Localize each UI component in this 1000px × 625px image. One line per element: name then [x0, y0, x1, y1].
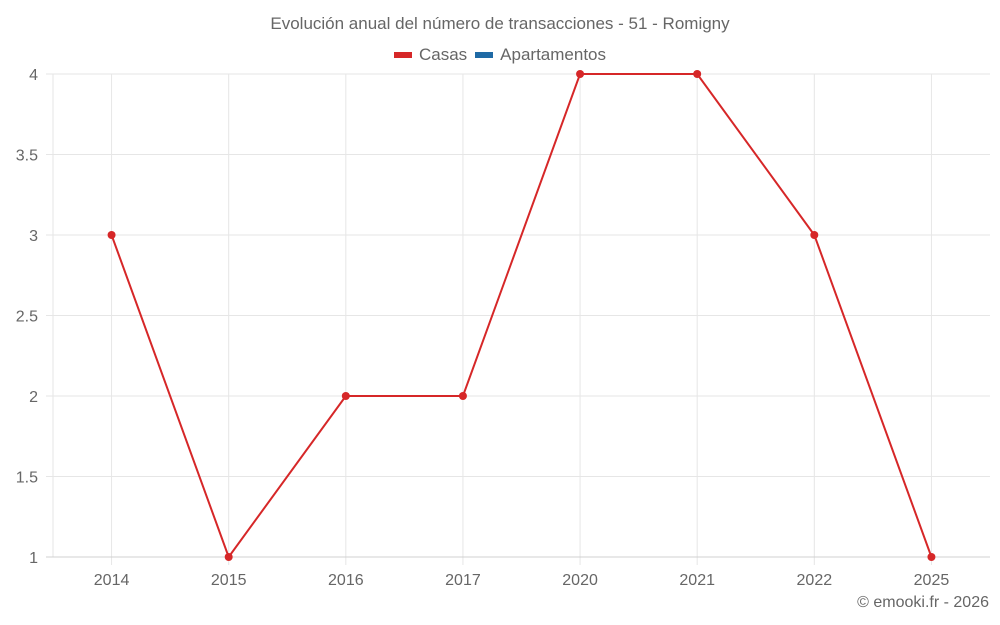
legend-item-casas[interactable]: Casas: [393, 45, 468, 65]
legend-label-apartamentos: Apartamentos: [500, 45, 607, 64]
y-tick-label: 3: [29, 228, 38, 245]
credit-text: © emooki.fr - 2026: [857, 594, 989, 611]
legend-label-casas: Casas: [418, 45, 468, 64]
series-line-casas: [110, 73, 933, 560]
data-point[interactable]: [693, 70, 702, 78]
y-tick-label: 2: [29, 389, 38, 406]
legend-swatch-apartamentos: [475, 52, 494, 58]
x-tick-label: 2021: [679, 572, 715, 589]
data-point[interactable]: [458, 392, 467, 400]
data-point[interactable]: [927, 553, 936, 561]
x-tick-label: 2016: [328, 572, 364, 589]
y-tick-label: 4: [29, 67, 38, 84]
data-point[interactable]: [810, 231, 819, 239]
x-tick-label: 2025: [914, 572, 950, 589]
data-point[interactable]: [107, 231, 116, 239]
y-tick-label: 1.5: [16, 470, 38, 487]
x-tick-label: 2015: [211, 572, 247, 589]
y-tick-label: 1: [29, 550, 38, 567]
x-tick-label: 2017: [445, 572, 481, 589]
x-tick-label: 2020: [562, 572, 598, 589]
data-point[interactable]: [341, 392, 350, 400]
chart-title: Evolución anual del número de transaccio…: [270, 14, 730, 33]
x-tick-label: 2022: [797, 572, 833, 589]
legend-item-apartamentos[interactable]: Apartamentos: [475, 45, 606, 65]
x-tick-label: 2014: [94, 572, 130, 589]
y-tick-label: 2.5: [16, 309, 38, 326]
legend: Casas Apartamentos: [0, 45, 1000, 65]
y-tick-label: 3.5: [16, 148, 38, 165]
legend-swatch-casas: [393, 52, 412, 58]
data-point[interactable]: [576, 70, 585, 78]
data-point[interactable]: [224, 553, 233, 561]
